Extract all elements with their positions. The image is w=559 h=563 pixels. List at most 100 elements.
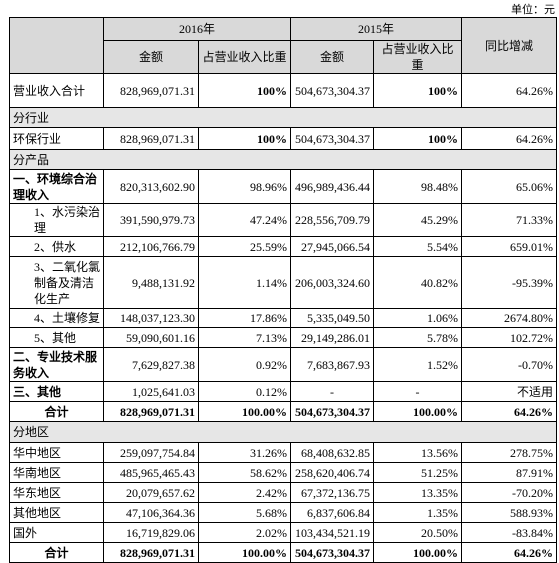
value-cell: 100% <box>373 127 463 150</box>
value-cell: 828,969,071.31 <box>103 127 199 150</box>
table-row: 2、供水 212,106,766.79 25.59% 27,945,066.54 5.5… <box>9 236 558 257</box>
table-row: 合计 828,969,071.31 100.00% 504,673,304.37 100… <box>9 401 558 422</box>
value-cell: 29,149,286.01 <box>290 327 375 348</box>
value-cell: 31.26% <box>197 442 292 463</box>
value-cell: 206,003,324.60 <box>290 256 375 309</box>
row-label: 国外 <box>9 522 104 543</box>
header-cell: 占营业收入比重 <box>197 40 292 74</box>
header-cell <box>9 17 104 74</box>
table-row: 4、土壤修复 148,037,123.30 17.86% 5,335,049.50 1.… <box>9 308 558 328</box>
value-cell: 504,673,304.37 <box>290 127 375 150</box>
revenue-table: 2016年 2015年 同比增减 金额 占营业收入比重 金额 占营业收入比重 营业收入合计 82… <box>8 17 558 563</box>
value-cell: 7,629,827.38 <box>103 347 199 382</box>
header-cell: 2016年 <box>102 17 292 41</box>
row-label: 其他地区 <box>9 502 104 523</box>
value-cell: 148,037,123.30 <box>103 308 199 328</box>
row-label: 营业收入合计 <box>9 73 104 108</box>
value-cell: 485,965,465.43 <box>103 462 199 483</box>
header-cell: 占营业收入比重 <box>373 40 463 74</box>
section-cell: 分地区 <box>8 421 558 443</box>
value-cell: 258,620,406.74 <box>290 462 375 483</box>
value-cell: 1.35% <box>373 502 463 523</box>
value-cell: 68,408,632.85 <box>290 442 375 463</box>
value-cell: 20.50% <box>373 522 463 543</box>
table-row: 一、环境综合治理收入 820,313,602.90 98.96% 496,989,43… <box>9 169 558 204</box>
row-label: 合计 <box>9 401 104 422</box>
header-cell: 同比增减 <box>461 17 558 74</box>
header-row: 金额 占营业收入比重 金额 占营业收入比重 <box>10 40 557 74</box>
value-cell: 67,372,136.75 <box>290 482 375 503</box>
value-cell: 100% <box>373 73 463 108</box>
value-cell: 278.75% <box>461 442 558 463</box>
value-cell: - <box>290 381 375 402</box>
row-label: 1、水污染治理 <box>9 203 104 237</box>
value-cell: 13.56% <box>373 442 463 463</box>
value-cell: 391,590,979.73 <box>103 203 199 237</box>
header-cell: 金额 <box>290 40 375 74</box>
value-cell: 45.29% <box>373 203 463 237</box>
value-cell: 6,837,606.84 <box>290 502 375 523</box>
row-label: 5、其他 <box>9 327 104 348</box>
value-cell: 51.25% <box>373 462 463 483</box>
value-cell: 5,335,049.50 <box>290 308 375 328</box>
value-cell: 103,434,521.19 <box>290 522 375 543</box>
value-cell: 5.68% <box>197 502 292 523</box>
value-cell: - <box>373 381 463 402</box>
table-row: 其他地区 47,106,364.36 5.68% 6,837,606.84 1.35% 5… <box>9 502 558 523</box>
value-cell: 504,673,304.37 <box>290 401 375 422</box>
value-cell: 102.72% <box>461 327 558 348</box>
value-cell: 828,969,071.31 <box>103 401 199 422</box>
value-cell: -95.39% <box>461 256 558 309</box>
table-row: 营业收入合计 828,969,071.31 100% 504,673,304.37 10… <box>9 73 558 108</box>
value-cell: 0.12% <box>197 381 292 402</box>
table-body: 2016年 2015年 同比增减 金额 占营业收入比重 金额 占营业收入比重 营业收入合计 82… <box>8 17 558 563</box>
value-cell: 47.24% <box>197 203 292 237</box>
value-cell: 40.82% <box>373 256 463 309</box>
value-cell: 13.35% <box>373 482 463 503</box>
value-cell: 504,673,304.37 <box>290 542 375 563</box>
table-row: 分行业 <box>8 107 558 128</box>
value-cell: 9,488,131.92 <box>103 256 199 309</box>
value-cell: 59,090,601.16 <box>103 327 199 348</box>
value-cell: 47,106,364.36 <box>103 502 199 523</box>
table-row: 二、专业技术服务收入 7,629,827.38 0.92% 7,683,867.93 1… <box>9 347 558 382</box>
value-cell: 100.00% <box>373 401 463 422</box>
value-cell: 98.96% <box>197 169 292 204</box>
value-cell: 588.93% <box>461 502 558 523</box>
table-row: 分产品 <box>8 149 558 170</box>
table-row: 国外 16,719,829.06 2.02% 103,434,521.19 20.50%… <box>9 522 558 543</box>
table-row: 3、二氧化氯制备及清洁化生产 9,488,131.92 1.14% 206,003,3… <box>9 256 558 309</box>
value-cell: 100.00% <box>197 542 292 563</box>
table-row: 合计 828,969,071.31 100.00% 504,673,304.37 100… <box>9 542 558 563</box>
value-cell: 87.91% <box>461 462 558 483</box>
value-cell: 228,556,709.79 <box>290 203 375 237</box>
value-cell: 58.62% <box>197 462 292 483</box>
value-cell: 64.26% <box>461 542 558 563</box>
header-cell: 金额 <box>103 40 199 74</box>
value-cell: -83.84% <box>461 522 558 543</box>
value-cell: 1.52% <box>373 347 463 382</box>
row-label: 华南地区 <box>9 462 104 483</box>
value-cell: 100.00% <box>197 401 292 422</box>
table-row: 1、水污染治理 391,590,979.73 47.24% 228,556,709.7… <box>9 203 558 237</box>
value-cell: 5.78% <box>373 327 463 348</box>
value-cell: 7,683,867.93 <box>290 347 375 382</box>
value-cell: 7.13% <box>197 327 292 348</box>
value-cell: 259,097,754.84 <box>103 442 199 463</box>
row-label: 环保行业 <box>9 127 104 150</box>
value-cell: 1,025,641.03 <box>103 381 199 402</box>
value-cell: 1.14% <box>197 256 292 309</box>
value-cell: 5.54% <box>373 236 463 257</box>
value-cell: 25.59% <box>197 236 292 257</box>
row-label: 合计 <box>9 542 104 563</box>
value-cell: 98.48% <box>373 169 463 204</box>
value-cell: 2.02% <box>197 522 292 543</box>
value-cell: 20,079,657.62 <box>103 482 199 503</box>
row-label: 一、环境综合治理收入 <box>9 169 104 204</box>
value-cell: 64.26% <box>461 401 558 422</box>
header-row: 2016年 2015年 同比增减 <box>9 17 558 74</box>
value-cell: 820,313,602.90 <box>103 169 199 204</box>
row-label: 2、供水 <box>9 236 104 257</box>
value-cell: 64.26% <box>461 73 558 108</box>
value-cell: 0.92% <box>197 347 292 382</box>
